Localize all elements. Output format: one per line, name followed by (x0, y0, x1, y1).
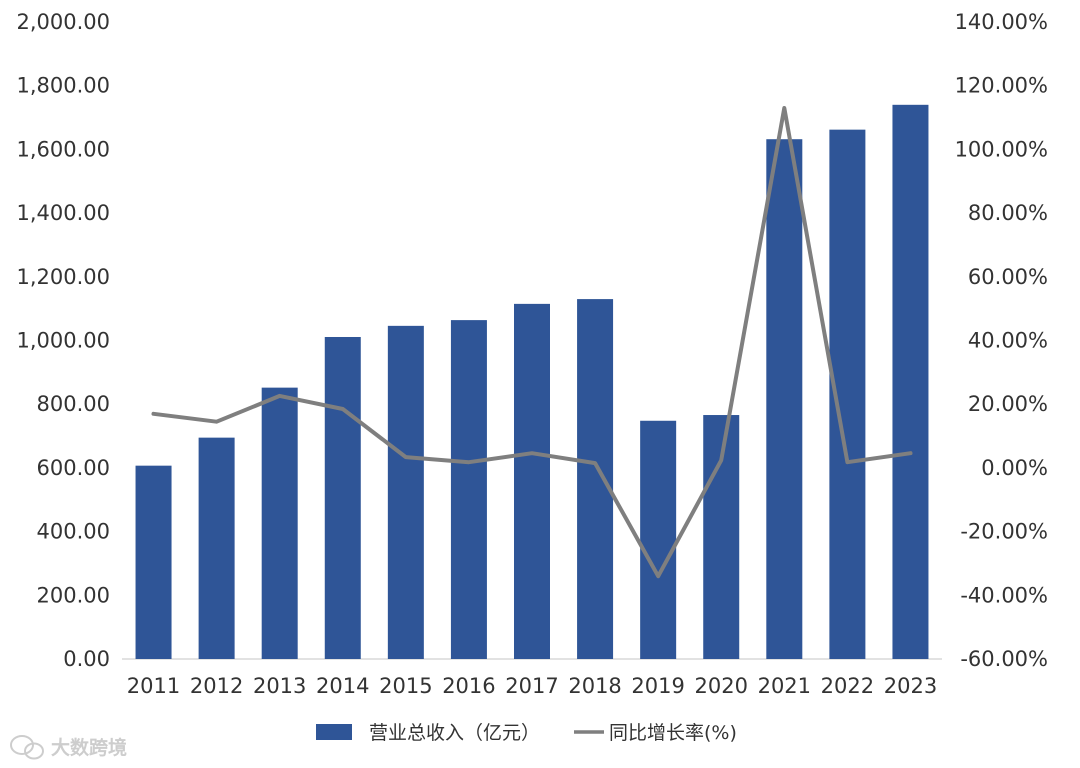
legend-label-growth: 同比增长率(%) (609, 722, 737, 744)
growth-rate-line (151, 106, 913, 579)
right-axis-tick-label: 40.00% (968, 329, 1048, 353)
x-axis-tick-label: 2015 (379, 674, 432, 698)
x-axis-tick-label: 2020 (695, 674, 748, 698)
left-axis-tick-label: 0.00 (63, 647, 110, 671)
legend-swatch-revenue (316, 724, 352, 740)
right-axis-tick-label: 20.00% (968, 392, 1048, 416)
right-y-axis: -60.00% -40.00% -20.00% 0.00% 20.00% 40.00% 60… (955, 10, 1048, 671)
right-axis-tick-label: 60.00% (968, 265, 1048, 289)
right-axis-tick-label: -40.00% (960, 583, 1048, 607)
bar-2012 (198, 437, 235, 659)
right-axis-tick-label: 0.00% (981, 456, 1048, 480)
x-axis-tick-label: 2012 (190, 674, 243, 698)
right-axis-tick-label: 140.00% (955, 10, 1048, 34)
right-axis-tick-label: 120.00% (955, 74, 1048, 98)
x-axis-tick-label: 2011 (127, 674, 180, 698)
legend-label-revenue: 营业总收入（亿元） (369, 722, 540, 744)
x-axis-tick-label: 2022 (821, 674, 874, 698)
x-axis: 2011 2012 2013 2014 2015 2016 2017 2018 2019 2020… (127, 674, 937, 698)
x-axis-tick-label: 2017 (505, 674, 558, 698)
bar-2011 (135, 465, 172, 659)
left-axis-tick-label: 200.00 (37, 583, 110, 607)
bar-2015 (387, 325, 424, 659)
left-axis-tick-label: 1,000.00 (16, 329, 110, 353)
left-axis-tick-label: 1,600.00 (16, 137, 110, 161)
bar-2023 (892, 104, 929, 659)
x-axis-tick-label: 2018 (568, 674, 621, 698)
left-axis-tick-label: 600.00 (37, 456, 110, 480)
revenue-bars (135, 104, 929, 659)
right-axis-tick-label: 100.00% (955, 137, 1048, 161)
right-axis-tick-label: -60.00% (960, 647, 1048, 671)
bar-2014 (324, 336, 361, 659)
x-axis-tick-label: 2014 (316, 674, 369, 698)
left-axis-tick-label: 1,800.00 (16, 74, 110, 98)
legend: 营业总收入（亿元） 同比增长率(%) (316, 722, 737, 744)
bar-2021 (766, 139, 803, 659)
x-axis-tick-label: 2013 (253, 674, 306, 698)
left-axis-tick-label: 2,000.00 (16, 10, 110, 34)
left-y-axis: 0.00 200.00 400.00 600.00 800.00 1,000.00 1,20… (16, 10, 110, 671)
left-axis-tick-label: 800.00 (37, 392, 110, 416)
bar-2017 (514, 303, 550, 659)
wechat-logo-icon (10, 735, 44, 760)
x-axis-tick-label: 2016 (442, 674, 495, 698)
watermark: 大数跨境 (10, 735, 127, 760)
right-axis-tick-label: 80.00% (968, 201, 1048, 225)
x-axis-tick-label: 2021 (758, 674, 811, 698)
x-axis-tick-label: 2023 (884, 674, 937, 698)
bar-2019 (640, 420, 677, 659)
left-axis-tick-label: 1,400.00 (16, 201, 110, 225)
right-axis-tick-label: -20.00% (960, 520, 1048, 544)
bar-2016 (450, 320, 487, 659)
bar-2013 (261, 387, 298, 659)
bar-2018 (577, 299, 614, 659)
left-axis-tick-label: 400.00 (37, 520, 110, 544)
watermark-text: 大数跨境 (51, 736, 127, 759)
left-axis-tick-label: 1,200.00 (16, 265, 110, 289)
x-axis-tick-label: 2019 (631, 674, 684, 698)
